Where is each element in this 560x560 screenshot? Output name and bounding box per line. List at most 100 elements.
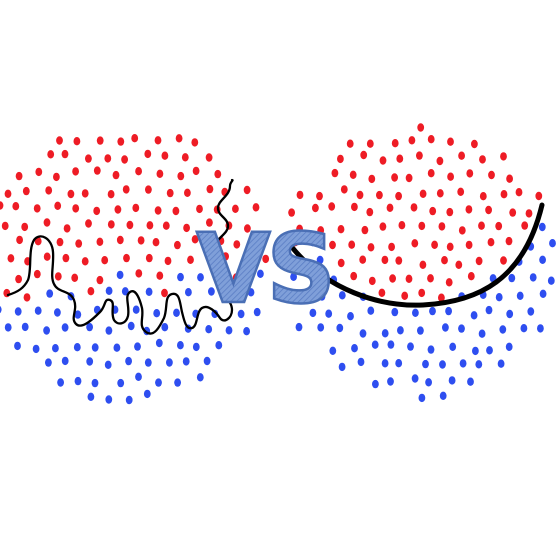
left-blue-point bbox=[174, 378, 182, 387]
right-red-point bbox=[505, 236, 513, 246]
right-red-point bbox=[485, 205, 492, 215]
left-blue-point bbox=[4, 323, 12, 332]
right-blue-point bbox=[397, 326, 404, 335]
left-red-point bbox=[15, 274, 22, 284]
left-blue-point bbox=[132, 305, 140, 314]
right-blue-point bbox=[527, 307, 535, 316]
left-red-point bbox=[3, 288, 11, 298]
right-blue-point bbox=[412, 308, 419, 317]
left-red-point bbox=[196, 204, 203, 214]
left-blue-point bbox=[196, 373, 204, 382]
left-blue-point bbox=[52, 344, 59, 353]
left-blue-point bbox=[104, 360, 112, 369]
left-blue-point bbox=[86, 357, 94, 366]
right-red-point bbox=[296, 190, 304, 200]
left-blue-point bbox=[74, 310, 82, 319]
right-blue-point bbox=[445, 306, 452, 316]
left-blue-point bbox=[46, 289, 54, 298]
right-red-point bbox=[418, 221, 426, 231]
left-blue-point bbox=[34, 306, 42, 315]
left-red-point bbox=[144, 149, 152, 159]
left-red-point bbox=[22, 186, 30, 196]
left-red-point bbox=[135, 269, 143, 278]
right-blue-point bbox=[417, 326, 424, 335]
right-red-point bbox=[328, 202, 336, 211]
left-red-point bbox=[206, 218, 213, 227]
left-red-point bbox=[207, 257, 215, 267]
left-blue-point bbox=[125, 356, 132, 366]
right-red-point bbox=[386, 203, 394, 212]
left-red-point bbox=[72, 167, 79, 176]
right-red-point bbox=[488, 170, 495, 180]
right-blue-point bbox=[505, 342, 513, 351]
right-red-point bbox=[427, 169, 435, 178]
right-red-point bbox=[465, 205, 473, 214]
right-red-point bbox=[438, 222, 446, 231]
right-blue-point bbox=[347, 312, 354, 321]
left-red-point bbox=[166, 188, 174, 198]
right-red-point bbox=[398, 221, 406, 230]
right-blue-point bbox=[329, 346, 337, 355]
left-blue-point bbox=[177, 272, 184, 282]
right-red-point bbox=[379, 156, 387, 165]
left-red-point bbox=[161, 288, 168, 298]
left-blue-point bbox=[182, 357, 190, 366]
left-red-point bbox=[62, 253, 70, 263]
right-red-point bbox=[495, 221, 503, 231]
right-red-point bbox=[381, 255, 389, 265]
right-red-point bbox=[317, 226, 325, 235]
left-red-point bbox=[244, 224, 251, 233]
right-red-point bbox=[360, 150, 368, 160]
left-blue-point bbox=[134, 342, 141, 351]
left-red-point bbox=[214, 169, 222, 179]
right-blue-point bbox=[495, 293, 503, 302]
right-red-point bbox=[288, 208, 295, 217]
right-red-point bbox=[479, 192, 487, 201]
right-blue-point bbox=[395, 359, 403, 368]
right-red-point bbox=[445, 278, 453, 287]
vs-label-group: VS bbox=[195, 212, 337, 327]
right-red-point bbox=[329, 240, 336, 250]
right-red-point bbox=[441, 256, 448, 265]
left-red-point bbox=[104, 154, 112, 163]
left-red-point bbox=[121, 155, 128, 164]
right-blue-point bbox=[325, 309, 333, 318]
right-red-point bbox=[466, 169, 474, 178]
left-blue-point bbox=[247, 288, 255, 297]
left-blue-point bbox=[14, 341, 21, 351]
right-red-point bbox=[419, 260, 427, 269]
left-red-point bbox=[54, 272, 62, 281]
left-red-point bbox=[56, 237, 64, 247]
right-blue-point bbox=[411, 374, 419, 383]
left-blue-point bbox=[73, 343, 81, 352]
right-blue-point bbox=[475, 360, 483, 369]
left-red-point bbox=[16, 235, 23, 245]
right-red-point bbox=[366, 139, 374, 148]
left-blue-point bbox=[192, 342, 200, 352]
left-red-point bbox=[96, 136, 104, 145]
left-red-point bbox=[116, 235, 124, 245]
right-blue-point bbox=[311, 278, 319, 287]
overfit-panel bbox=[0, 134, 270, 405]
left-red-point bbox=[123, 253, 130, 263]
right-blue-point bbox=[439, 360, 446, 369]
right-blue-point bbox=[529, 273, 537, 282]
right-red-point bbox=[446, 242, 454, 251]
right-blue-point bbox=[387, 340, 395, 349]
left-red-point bbox=[232, 204, 239, 213]
right-red-point bbox=[346, 139, 354, 148]
left-red-point bbox=[122, 185, 130, 194]
right-red-point bbox=[465, 240, 473, 250]
right-blue-point bbox=[429, 306, 436, 316]
left-red-point bbox=[63, 224, 71, 233]
left-red-point bbox=[93, 206, 101, 216]
left-blue-point bbox=[215, 341, 223, 350]
left-red-point bbox=[107, 190, 115, 199]
left-blue-point bbox=[208, 287, 215, 296]
left-blue-point bbox=[135, 372, 142, 381]
left-blue-point bbox=[21, 322, 29, 332]
right-blue-point bbox=[391, 307, 399, 317]
left-red-point bbox=[75, 239, 83, 248]
left-red-point bbox=[156, 271, 164, 280]
